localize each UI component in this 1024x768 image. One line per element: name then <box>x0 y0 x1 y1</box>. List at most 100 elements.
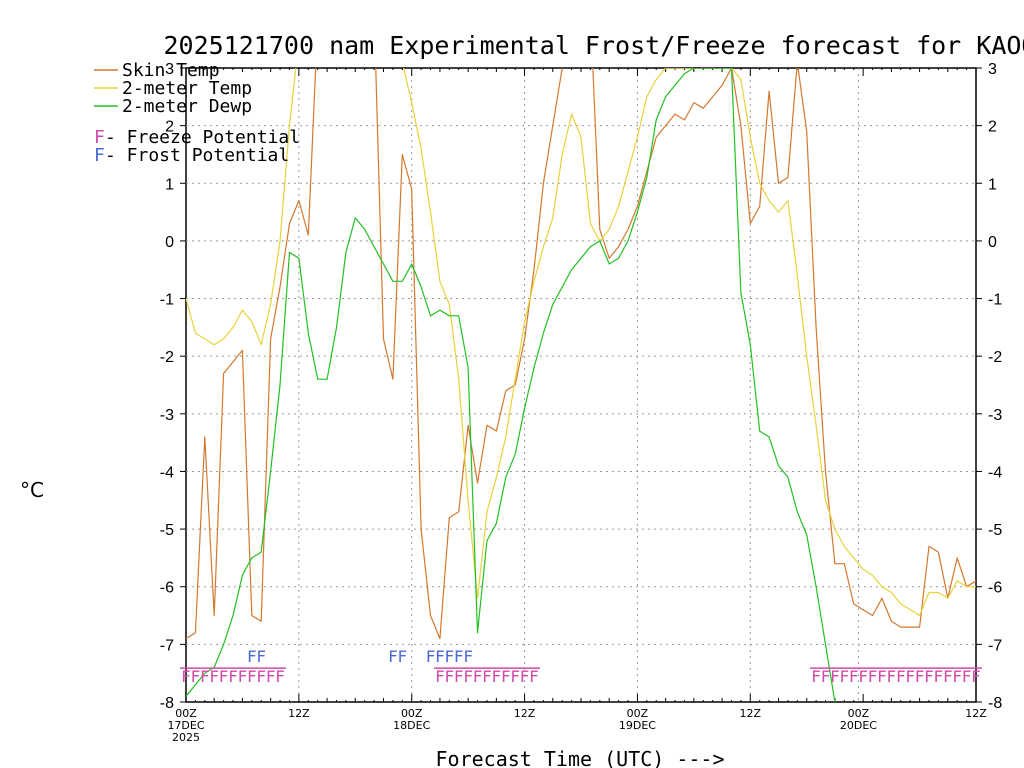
x-tick-label: 00Z <box>627 707 649 720</box>
frost-mark: F <box>256 647 266 666</box>
freeze-mark: F <box>915 667 925 686</box>
y-tick-label-right: -6 <box>988 580 1002 597</box>
series-line-skin-temp <box>186 68 976 640</box>
freeze-mark: F <box>877 667 887 686</box>
x-tick-label: 20DEC <box>840 719 877 732</box>
freeze-mark: F <box>962 667 972 686</box>
y-tick-label-left: 0 <box>165 234 174 251</box>
x-tick-label: 00Z <box>175 707 197 720</box>
freeze-mark: F <box>482 667 492 686</box>
x-tick-label: 12Z <box>514 707 536 720</box>
y-tick-label-right: -3 <box>988 407 1002 424</box>
freeze-mark: F <box>247 667 257 686</box>
x-tick-label: 18DEC <box>393 719 430 732</box>
y-tick-label-left: 1 <box>165 176 174 193</box>
freeze-mark: F <box>896 667 906 686</box>
freeze-mark: F <box>934 667 944 686</box>
x-tick-label: 00Z <box>848 707 870 720</box>
y-tick-label-right: 1 <box>988 176 997 193</box>
freeze-mark: F <box>473 667 483 686</box>
freeze-mark: F <box>219 667 229 686</box>
y-tick-label-left: -4 <box>160 464 174 481</box>
y-axis-left: -8 -7 -6 -5 -4 -3 -2 -1 0 1 2 3 <box>160 61 186 712</box>
freeze-mark: F <box>266 667 276 686</box>
x-tick-label: 12Z <box>740 707 762 720</box>
freeze-mark: F <box>191 667 201 686</box>
y-tick-label-right: -2 <box>988 349 1002 366</box>
freeze-mark: F <box>529 667 539 686</box>
frost-mark: F <box>388 647 398 666</box>
x-tick-label: 00Z <box>401 707 423 720</box>
freeze-mark: F <box>492 667 502 686</box>
freeze-mark: F <box>275 667 285 686</box>
grid <box>186 68 976 702</box>
y-tick-label-right: -7 <box>988 637 1002 654</box>
frost-mark: F <box>397 647 407 666</box>
y-tick-label-right: 3 <box>988 61 997 78</box>
legend-label: 2-meter Dewp <box>122 96 252 117</box>
x-axis-label: Forecast Time (UTC) ---> <box>436 747 725 768</box>
y-tick-label-left: -2 <box>160 349 174 366</box>
y-tick-label-left: -7 <box>160 637 174 654</box>
y-tick-label-right: -4 <box>988 464 1002 481</box>
x-tick-label: 12Z <box>288 707 310 720</box>
freeze-mark: F <box>821 667 831 686</box>
frost-mark: F <box>454 647 464 666</box>
freeze-mark: F <box>520 667 530 686</box>
series-line-2-meter-temp <box>186 68 976 617</box>
freeze-mark: F <box>887 667 897 686</box>
freeze-mark: F <box>868 667 878 686</box>
x-tick-label: 17DEC <box>167 719 204 732</box>
y-tick-label-left: -5 <box>160 522 174 539</box>
freeze-mark: F <box>209 667 219 686</box>
freeze-mark: F <box>510 667 520 686</box>
y-tick-label-left: -1 <box>160 292 174 309</box>
freeze-mark: F <box>924 667 934 686</box>
y-tick-label-right: -5 <box>988 522 1002 539</box>
y-tick-label-left: -3 <box>160 407 174 424</box>
freeze-mark: F <box>200 667 210 686</box>
y-tick-label-right: 0 <box>988 234 997 251</box>
freeze-mark: F <box>238 667 248 686</box>
freeze-mark: F <box>256 667 266 686</box>
chart-title: 2025121700 nam Experimental Frost/Freeze… <box>164 31 1024 60</box>
frost-mark: F <box>463 647 473 666</box>
freeze-mark: F <box>181 667 191 686</box>
freeze-mark: F <box>905 667 915 686</box>
legend-marker-label: - Freeze Potential <box>105 127 300 148</box>
legend-label: Skin Temp <box>122 60 220 81</box>
freeze-mark: F <box>952 667 962 686</box>
y-tick-label-right: -1 <box>988 292 1002 309</box>
frost-mark: F <box>247 647 257 666</box>
freeze-mark: F <box>454 667 464 686</box>
freeze-mark: F <box>463 667 473 686</box>
y-tick-label-left: -8 <box>160 695 174 712</box>
legend-marker-symbol: F <box>94 145 105 166</box>
freeze-mark: F <box>811 667 821 686</box>
y-axis-label: °C <box>20 478 44 502</box>
y-tick-label-left: 3 <box>165 61 174 78</box>
x-tick-label: 2025 <box>172 731 200 744</box>
y-axis-right: -8 -7 -6 -5 -4 -3 -2 -1 0 1 2 3 <box>976 61 1002 712</box>
legend-label: 2-meter Temp <box>122 78 252 99</box>
y-tick-label-right: -8 <box>988 695 1002 712</box>
freeze-mark: F <box>858 667 868 686</box>
legend-marker-label: - Frost Potential <box>105 145 289 166</box>
freeze-mark: F <box>971 667 981 686</box>
frost-mark: F <box>445 647 455 666</box>
y-tick-label-left: 2 <box>165 119 174 136</box>
freeze-mark: F <box>501 667 511 686</box>
legend-marker-symbol: F <box>94 127 105 148</box>
freeze-mark: F <box>830 667 840 686</box>
freeze-mark: F <box>840 667 850 686</box>
frost-mark: F <box>426 647 436 666</box>
x-tick-label: 12Z <box>965 707 987 720</box>
freeze-mark: F <box>445 667 455 686</box>
series-line-2-meter-dewp <box>186 68 836 702</box>
series-lines <box>186 68 976 702</box>
freeze-mark: F <box>435 667 445 686</box>
